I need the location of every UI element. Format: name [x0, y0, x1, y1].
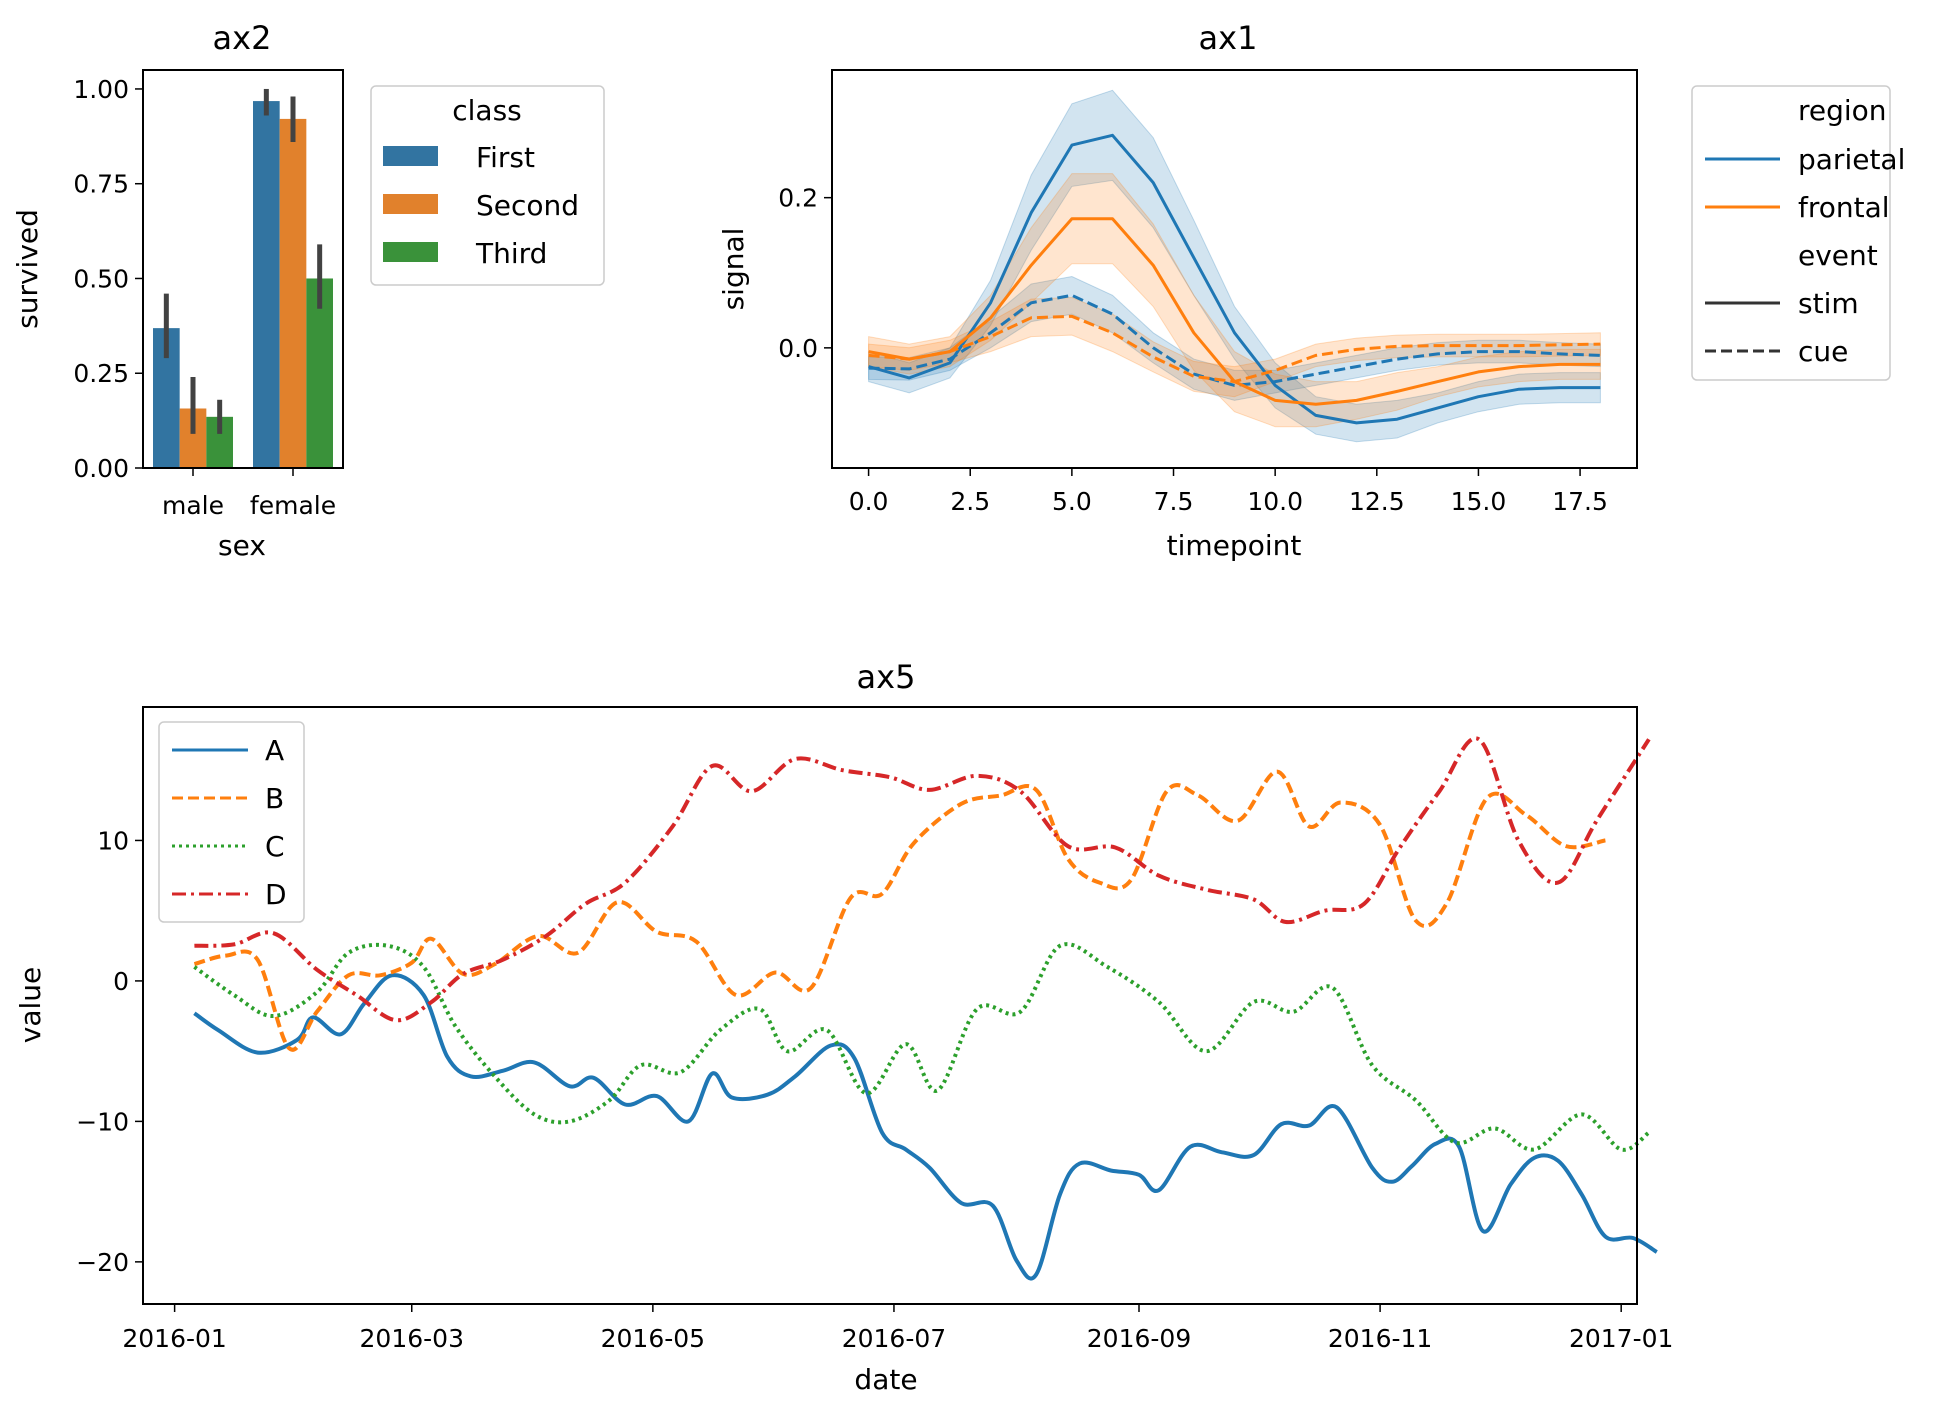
ax2-xtick-male: male: [162, 491, 224, 520]
ax2-ytick-label: 0.00: [73, 454, 129, 483]
ax2-ytick-label: 0.50: [73, 264, 129, 293]
legend-label-first: First: [476, 141, 535, 174]
ax1-title: ax1: [1199, 19, 1258, 57]
ax1-legend: region parietal frontal event stim cue: [1691, 85, 1905, 381]
ax5-xtick-label: 2016-07: [842, 1324, 946, 1353]
line-parietal-cue: [868, 293, 1601, 387]
ax2-ylabel: survived: [11, 209, 44, 329]
ax5-xtick-label: 2016-03: [360, 1324, 464, 1353]
legend-label-third: Third: [475, 237, 547, 270]
bar-first-female: [253, 101, 280, 468]
ax5-legend-box: [158, 721, 305, 923]
legend-label-D: D: [265, 878, 287, 911]
ax2-frame: [142, 69, 344, 469]
ax2-error-bars: [163, 88, 323, 434]
ax5-ylabel: value: [14, 967, 47, 1043]
legend-label-frontal: frontal: [1798, 191, 1890, 224]
ax5-xtick-label: 2016-05: [601, 1324, 705, 1353]
ax1-xtick-label: 15.0: [1451, 487, 1507, 516]
ax1-legend-region-title: region: [1798, 94, 1887, 127]
ax1-xtick-label: 2.5: [950, 487, 990, 516]
ax5-frame: [142, 706, 1638, 1305]
ax5-ytick-label: 0: [113, 967, 129, 996]
ax5-xtick-label: 2016-09: [1087, 1324, 1191, 1353]
ax1-ylabel: signal: [717, 228, 750, 311]
legend-swatch-second: [383, 194, 438, 214]
ax1-xtick-label: 7.5: [1154, 487, 1194, 516]
ax1-legend-event-title: event: [1798, 239, 1878, 272]
ax5-panel: ax5 2016-01 2016-03 2016-05 2016-07 2016-09 2…: [14, 658, 1673, 1396]
ax2-ytick-label: 0.25: [73, 359, 129, 388]
ax1-legend-box: [1691, 85, 1891, 381]
ax1-ytick-label: 0.0: [778, 334, 818, 363]
ax2-xtick-female: female: [250, 491, 336, 520]
ax2-plot-area: [153, 101, 333, 468]
ax1-xtick-label: 0.0: [849, 487, 889, 516]
ax5-ytick-label: 10: [97, 826, 129, 855]
ax5-ytick-label: −10: [76, 1107, 129, 1136]
ax5-plot-area: [193, 736, 1658, 1281]
band-frontal-stim: [868, 173, 1601, 428]
ax1-xtick-label: 5.0: [1052, 487, 1092, 516]
ax1-xlabel: timepoint: [1167, 529, 1302, 562]
ax1-frame: [831, 69, 1638, 469]
band-frontal-cue: [868, 296, 1601, 398]
ax1-panel: ax1 0.0 2.5 5.0 7.5 10.0 12.5 15.0 17.5 0.0 0.2 t…: [717, 19, 1905, 562]
ax5-ytick-label: −20: [76, 1248, 129, 1277]
ax5-xtick-label: 2017-01: [1569, 1324, 1673, 1353]
ax1-ticks: 0.0 2.5 5.0 7.5 10.0 12.5 15.0 17.5 0.0 0.2: [778, 184, 1608, 516]
legend-swatch-third: [383, 242, 438, 262]
legend-label-C: C: [265, 830, 285, 863]
ax2-legend: class First Second Third: [370, 85, 605, 286]
line-frontal-cue: [868, 314, 1601, 384]
ax1-ytick-label: 0.2: [778, 184, 818, 213]
ax2-title: ax2: [213, 19, 272, 57]
ax1-xtick-label: 12.5: [1349, 487, 1405, 516]
ax2-legend-box: [370, 85, 605, 286]
line-parietal-stim: [868, 133, 1601, 425]
ax2-xlabel: sex: [218, 529, 266, 562]
legend-label-cue: cue: [1798, 335, 1848, 368]
ax2-y-ticks: 0.00 0.25 0.50 0.75 1.00: [73, 75, 143, 483]
ax2-legend-title: class: [452, 94, 522, 127]
ax5-xtick-label: 2016-11: [1328, 1324, 1432, 1353]
bar-third-female: [306, 278, 333, 468]
ax1-xtick-label: 17.5: [1552, 487, 1608, 516]
series-line-D: [194, 736, 1651, 1023]
legend-label-B: B: [265, 782, 284, 815]
legend-label-A: A: [265, 734, 284, 767]
ax5-xtick-label: 2016-01: [122, 1324, 226, 1353]
series-line-B: [193, 769, 1606, 1052]
ax5-title: ax5: [857, 658, 916, 696]
series-line-C: [193, 942, 1651, 1152]
bar-second-female: [279, 118, 307, 468]
ax5-legend: A B C D: [158, 721, 305, 923]
legend-label-parietal: parietal: [1798, 143, 1905, 176]
ax5-ticks: 2016-01 2016-03 2016-05 2016-07 2016-09 2016-…: [76, 826, 1673, 1353]
legend-swatch-first: [383, 146, 438, 166]
ax5-xlabel: date: [854, 1363, 917, 1396]
series-line-A: [193, 973, 1658, 1281]
legend-label-stim: stim: [1798, 287, 1859, 320]
ax2-x-ticks: male female: [162, 468, 336, 520]
ax2-panel: ax2 0.00 0.25 0.50 0.75 1.00 male female sex…: [11, 19, 605, 562]
ax2-ytick-label: 0.75: [73, 170, 129, 199]
ax1-xtick-label: 10.0: [1247, 487, 1303, 516]
ax2-ytick-label: 1.00: [73, 75, 129, 104]
legend-label-second: Second: [476, 189, 579, 222]
ax1-plot-area: [868, 89, 1601, 443]
